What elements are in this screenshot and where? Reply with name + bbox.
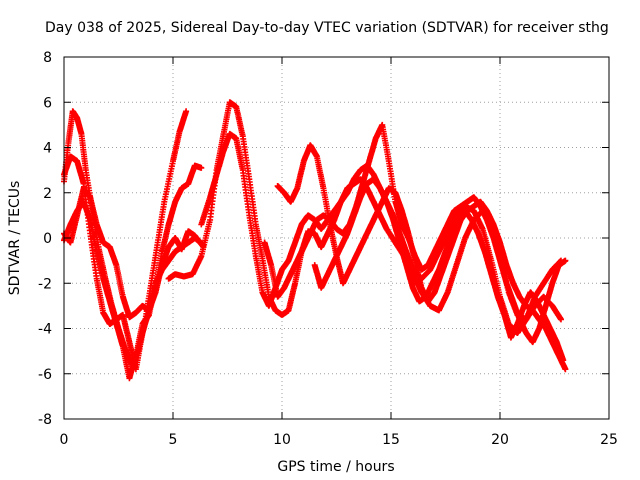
plus-markers [61, 153, 205, 373]
y-tick-label: -2 [38, 276, 52, 292]
plus-markers [261, 121, 569, 346]
x-tick-label: 15 [382, 432, 400, 448]
x-tick-label: 10 [273, 432, 291, 448]
y-tick-label: -8 [38, 412, 52, 428]
series-trace-7 [274, 142, 569, 373]
y-tick-label: -4 [38, 322, 52, 338]
y-tick-label: 2 [43, 186, 52, 202]
plus-markers [311, 176, 567, 364]
x-tick-label: 0 [60, 432, 69, 448]
grid-lines [64, 57, 609, 419]
series-trace-4 [61, 198, 207, 382]
y-tick-label: 6 [43, 95, 52, 111]
x-tick-label: 25 [600, 432, 618, 448]
series-trace-2 [61, 153, 205, 373]
x-tick-label: 5 [169, 432, 178, 448]
series-trace-9 [311, 176, 567, 364]
plus-markers [274, 142, 569, 373]
data-markers [61, 99, 569, 382]
y-axis-label: SDTVAR / TECUs [7, 181, 23, 296]
y-tick-label: 4 [43, 141, 52, 157]
series-trace-5 [165, 99, 564, 323]
x-axis-label: GPS time / hours [277, 459, 394, 475]
y-tick-label: 8 [43, 50, 52, 66]
plus-markers [165, 99, 564, 323]
chart-title: Day 038 of 2025, Sidereal Day-to-day VTE… [45, 20, 609, 36]
y-tick-label: 0 [43, 231, 52, 247]
y-tick-label: -6 [38, 367, 52, 383]
x-tick-label: 20 [491, 432, 509, 448]
plus-markers [61, 198, 207, 382]
axis-ticks: 0 5 10 15 20 25 -8 -6 -4 -2 0 2 4 6 8 [38, 50, 618, 448]
series-trace-6 [198, 130, 564, 336]
plus-markers [198, 130, 564, 336]
series-trace-8 [261, 121, 569, 346]
